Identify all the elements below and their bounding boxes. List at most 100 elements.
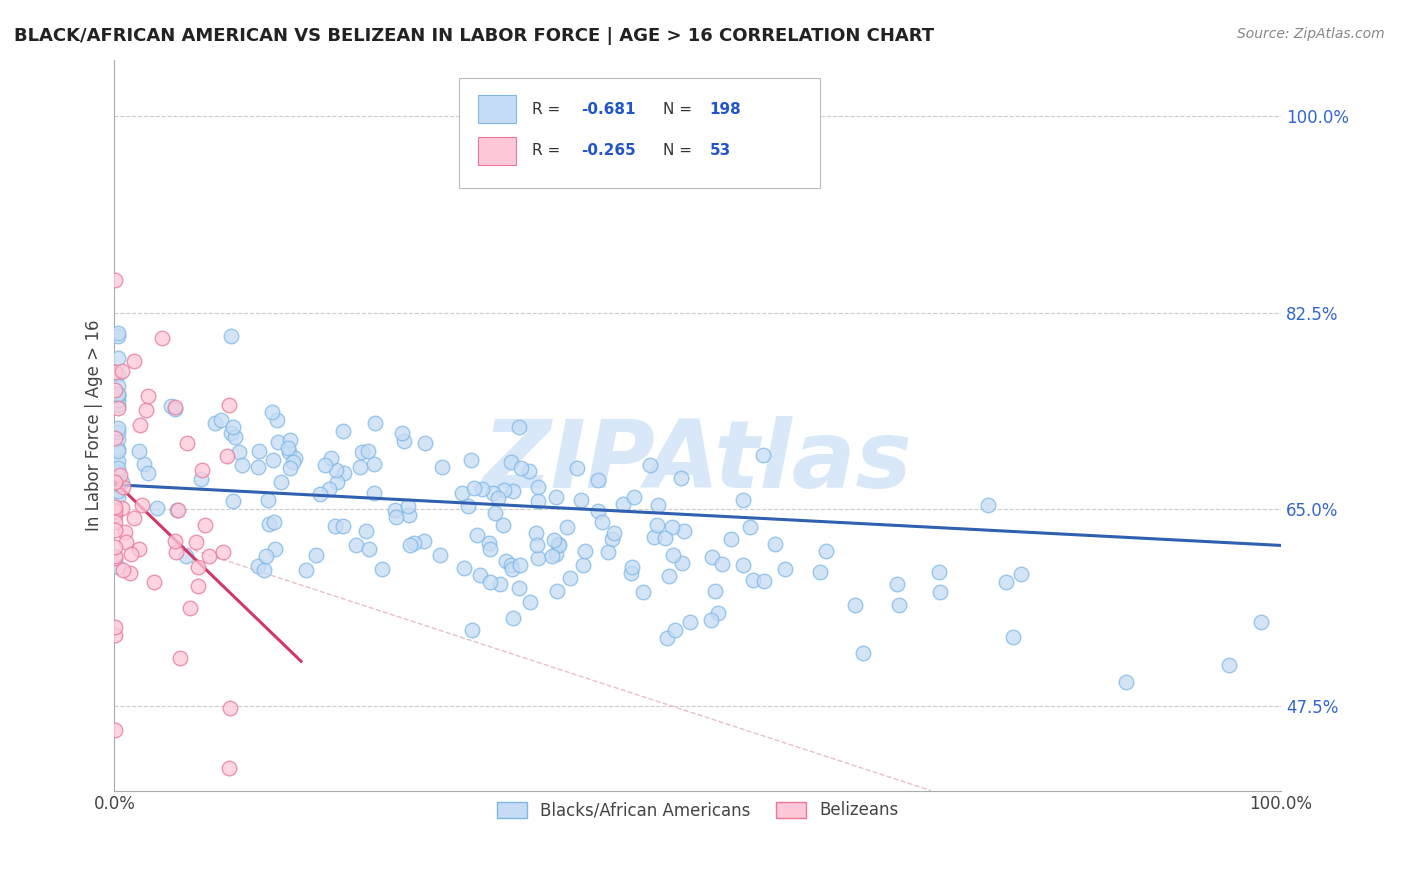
Point [231, 458, 253, 472]
Point [929, 584, 952, 599]
Point [107, 432, 129, 446]
Point [763, 537, 786, 551]
Point [889, 598, 911, 612]
Point [136, 466, 159, 480]
Point [253, 563, 276, 577]
Point [526, 480, 548, 494]
Point [574, 544, 596, 558]
Text: R =: R = [531, 144, 565, 159]
Point [740, 520, 762, 534]
Point [484, 506, 506, 520]
Point [482, 485, 505, 500]
Point [565, 461, 588, 475]
Point [588, 504, 610, 518]
Point [349, 459, 371, 474]
Point [385, 510, 408, 524]
Point [107, 368, 129, 382]
Point [104, 475, 127, 489]
Point [104, 384, 127, 398]
Point [107, 425, 129, 439]
Point [569, 493, 592, 508]
Point [218, 761, 240, 775]
Point [453, 561, 475, 575]
Point [104, 541, 127, 555]
Point [638, 458, 661, 472]
FancyBboxPatch shape [458, 78, 820, 187]
Point [478, 535, 501, 549]
Point [501, 562, 523, 576]
Point [174, 549, 197, 563]
Point [672, 524, 695, 538]
Point [165, 533, 187, 548]
Bar [478, 95, 516, 123]
Point [120, 566, 142, 581]
Point [257, 492, 280, 507]
Point [187, 579, 209, 593]
Point [700, 550, 723, 565]
Point [169, 651, 191, 665]
Point [104, 500, 127, 515]
Point [254, 549, 277, 563]
Point [706, 606, 728, 620]
Point [166, 503, 188, 517]
Point [332, 519, 354, 533]
Point [107, 443, 129, 458]
Point [104, 431, 127, 445]
Point [543, 533, 565, 548]
Point [720, 533, 742, 547]
Point [1115, 674, 1137, 689]
Text: -0.681: -0.681 [581, 102, 636, 117]
Point [661, 520, 683, 534]
Point [810, 566, 832, 580]
Y-axis label: In Labor Force | Age > 16: In Labor Force | Age > 16 [86, 319, 103, 531]
Point [146, 501, 169, 516]
Text: N =: N = [662, 102, 696, 117]
Point [852, 646, 875, 660]
Point [547, 537, 569, 551]
Point [257, 516, 280, 531]
Point [270, 475, 292, 490]
Text: -0.265: -0.265 [581, 144, 636, 159]
Point [107, 388, 129, 402]
Point [122, 511, 145, 525]
Point [502, 611, 524, 625]
Point [104, 516, 127, 530]
Point [107, 351, 129, 366]
Point [357, 542, 380, 557]
Point [107, 328, 129, 343]
Point [190, 463, 212, 477]
Point [247, 559, 270, 574]
Point [502, 484, 524, 499]
Point [318, 482, 340, 496]
Point [163, 402, 186, 417]
Point [815, 543, 838, 558]
Point [131, 498, 153, 512]
Point [325, 463, 347, 477]
Point [219, 328, 242, 343]
Point [104, 620, 127, 634]
Point [391, 425, 413, 440]
Point [111, 501, 134, 516]
Point [623, 490, 645, 504]
Point [107, 388, 129, 402]
Point [107, 442, 129, 457]
Point [478, 574, 501, 589]
Point [325, 519, 347, 533]
Point [190, 472, 212, 486]
Point [218, 700, 240, 714]
Point [621, 559, 644, 574]
Point [332, 425, 354, 439]
Point [163, 400, 186, 414]
Point [278, 461, 301, 475]
Point [107, 421, 129, 435]
Point [398, 508, 420, 523]
Point [111, 480, 134, 494]
Point [486, 491, 509, 505]
Point [508, 581, 530, 595]
Point [114, 524, 136, 539]
Point [179, 601, 201, 615]
Point [704, 583, 727, 598]
Point [384, 503, 406, 517]
Point [104, 504, 127, 518]
Point [928, 566, 950, 580]
